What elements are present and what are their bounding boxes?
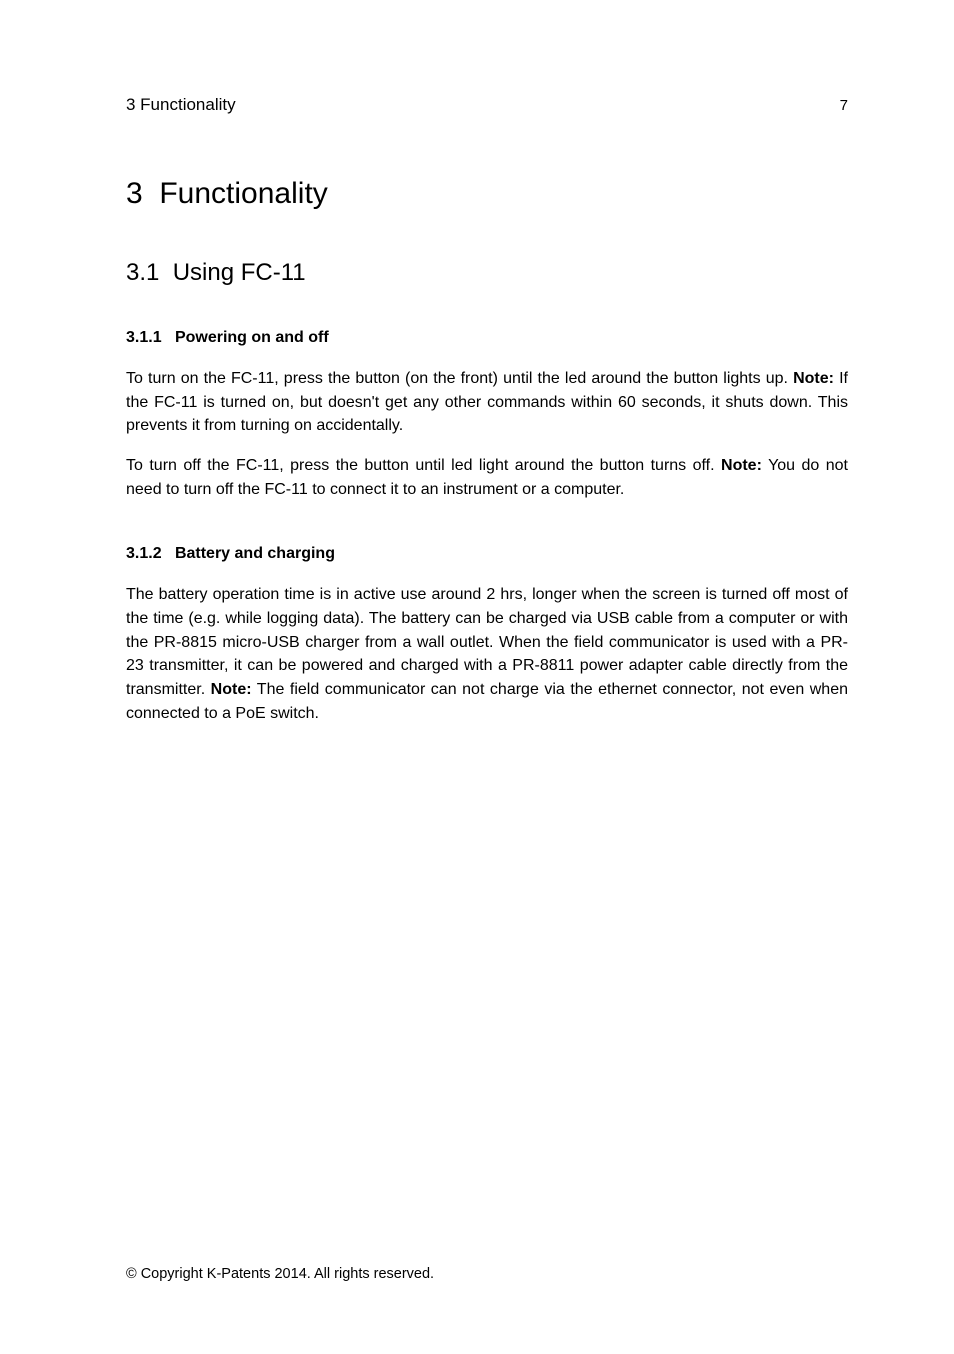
page-number: 7	[840, 97, 848, 114]
h1-title: Functionality	[159, 177, 327, 210]
heading-1: 3 Functionality	[126, 177, 848, 211]
heading-3: 3.1.2 Battery and charging	[126, 545, 848, 563]
sections-container: 3.1.1 Powering on and off To turn on the …	[126, 329, 848, 741]
heading-2: 3.1 Using FC-11	[126, 259, 848, 287]
paragraph: To turn on the FC-11, press the button (…	[126, 367, 848, 438]
h3-number: 3.1.2	[126, 545, 162, 562]
h3-number: 3.1.1	[126, 329, 162, 346]
paragraph: The battery operation time is in active …	[126, 583, 848, 725]
text-run: To turn on the FC-11, press the button (…	[126, 370, 793, 387]
bold-run: Note:	[793, 370, 834, 387]
text-run: To turn off the FC-11, press the button …	[126, 457, 721, 474]
paragraph: To turn off the FC-11, press the button …	[126, 454, 848, 501]
h3-title: Powering on and off	[175, 329, 329, 346]
bold-run: Note:	[721, 457, 762, 474]
document-page: 3 Functionality 7 3 Functionality 3.1 Us…	[0, 0, 954, 1354]
running-head-left: 3 Functionality	[126, 95, 236, 115]
h3-title: Battery and charging	[175, 545, 335, 562]
bold-run: Note:	[211, 681, 252, 698]
h2-number: 3.1	[126, 259, 159, 286]
running-head: 3 Functionality 7	[126, 95, 848, 115]
footer-copyright: © Copyright K-Patents 2014. All rights r…	[126, 1266, 434, 1282]
h2-title: Using FC-11	[173, 259, 306, 286]
h1-number: 3	[126, 177, 143, 210]
section-gap	[126, 517, 848, 545]
heading-3: 3.1.1 Powering on and off	[126, 329, 848, 347]
